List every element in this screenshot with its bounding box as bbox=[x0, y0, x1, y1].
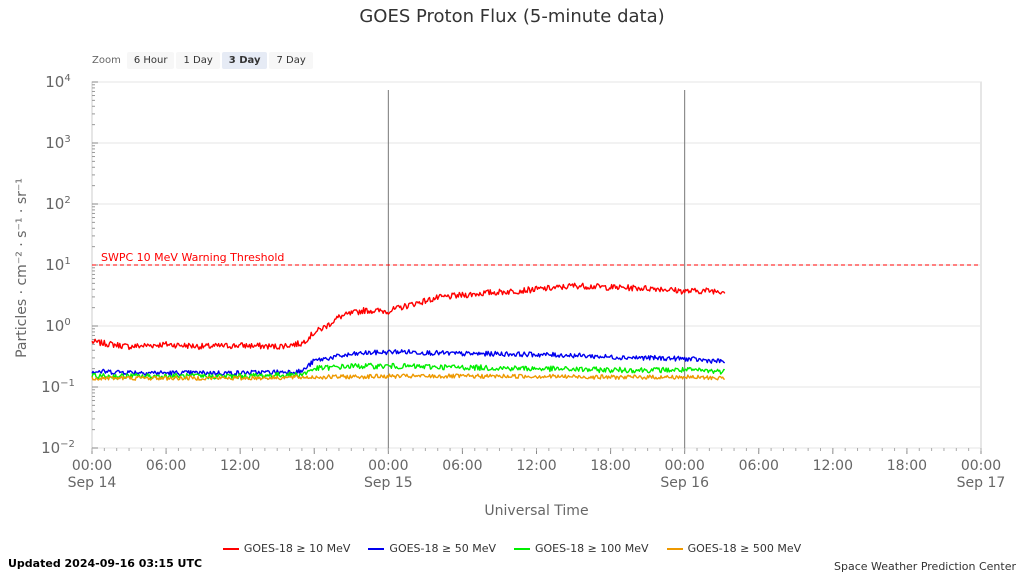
y-tick-label: 103 bbox=[45, 134, 70, 152]
x-tick-label: 12:00 bbox=[220, 458, 260, 474]
x-date-label: Sep 14 bbox=[68, 475, 117, 491]
x-tick-label: 18:00 bbox=[887, 458, 927, 474]
legend-label-10mev: GOES-18 ≥ 10 MeV bbox=[243, 542, 351, 555]
legend-item-500mev[interactable]: GOES-18 ≥ 500 MeV bbox=[666, 542, 802, 555]
x-tick-label: 00:00 bbox=[664, 458, 704, 474]
legend-item-100mev[interactable]: GOES-18 ≥ 100 MeV bbox=[514, 542, 649, 555]
legend-label-100mev: GOES-18 ≥ 100 MeV bbox=[535, 542, 649, 555]
legend-item-50mev[interactable]: GOES-18 ≥ 50 MeV bbox=[368, 542, 496, 555]
x-tick-label: 00:00 bbox=[368, 458, 408, 474]
legend: GOES-18 ≥ 10 MeV GOES-18 ≥ 50 MeV GOES-1… bbox=[0, 542, 1024, 555]
legend-item-10mev[interactable]: GOES-18 ≥ 10 MeV bbox=[222, 542, 351, 555]
y-tick-label: 10−2 bbox=[41, 439, 75, 457]
y-tick-label: 100 bbox=[45, 317, 70, 335]
legend-label-50mev: GOES-18 ≥ 50 MeV bbox=[389, 542, 496, 555]
x-tick-label: 06:00 bbox=[442, 458, 482, 474]
x-date-label: Sep 17 bbox=[957, 475, 1006, 491]
zoom-6-hour-button[interactable]: 6 Hour bbox=[126, 51, 175, 69]
legend-swatch-50mev bbox=[368, 547, 385, 550]
legend-swatch-100mev bbox=[514, 547, 530, 550]
series-line-2 bbox=[91, 349, 726, 377]
y-axis-label: Particles · cm⁻² · s⁻¹ · sr⁻¹ bbox=[14, 178, 30, 358]
zoom-7-day-button[interactable]: 7 Day bbox=[269, 51, 313, 69]
x-tick-label: 12:00 bbox=[516, 458, 556, 474]
series-line-1 bbox=[91, 282, 726, 351]
warning-threshold-label: SWPC 10 MeV Warning Threshold bbox=[101, 251, 284, 264]
x-tick-label: 12:00 bbox=[813, 458, 853, 474]
series-line-4 bbox=[91, 373, 725, 381]
legend-swatch-500mev bbox=[666, 547, 683, 550]
series-line-3 bbox=[91, 362, 725, 380]
zoom-1-day-button[interactable]: 1 Day bbox=[176, 51, 220, 69]
x-tick-label: 06:00 bbox=[146, 458, 186, 474]
zoom-bar: Zoom 6 Hour 1 Day 3 Day 7 Day bbox=[92, 50, 315, 70]
y-tick-label: 10−1 bbox=[41, 378, 75, 396]
x-tick-label: 18:00 bbox=[590, 458, 630, 474]
legend-label-500mev: GOES-18 ≥ 500 MeV bbox=[687, 542, 802, 555]
legend-swatch-10mev bbox=[222, 547, 239, 550]
y-tick-label: 104 bbox=[45, 73, 70, 91]
x-tick-label: 00:00 bbox=[961, 458, 1001, 474]
x-date-label: Sep 16 bbox=[660, 475, 709, 491]
zoom-label: Zoom bbox=[92, 54, 121, 66]
zoom-3-day-button[interactable]: 3 Day bbox=[221, 51, 268, 69]
x-tick-label: 06:00 bbox=[739, 458, 779, 474]
credit-text: Space Weather Prediction Center bbox=[834, 560, 1016, 573]
y-tick-label: 101 bbox=[45, 256, 70, 274]
x-tick-label: 00:00 bbox=[72, 458, 112, 474]
chart-title: GOES Proton Flux (5-minute data) bbox=[359, 6, 665, 27]
updated-timestamp: Updated 2024-09-16 03:15 UTC bbox=[8, 557, 203, 570]
x-axis-label: Universal Time bbox=[484, 503, 589, 519]
y-tick-label: 102 bbox=[45, 195, 70, 213]
x-date-label: Sep 15 bbox=[364, 475, 413, 491]
x-tick-label: 18:00 bbox=[294, 458, 334, 474]
